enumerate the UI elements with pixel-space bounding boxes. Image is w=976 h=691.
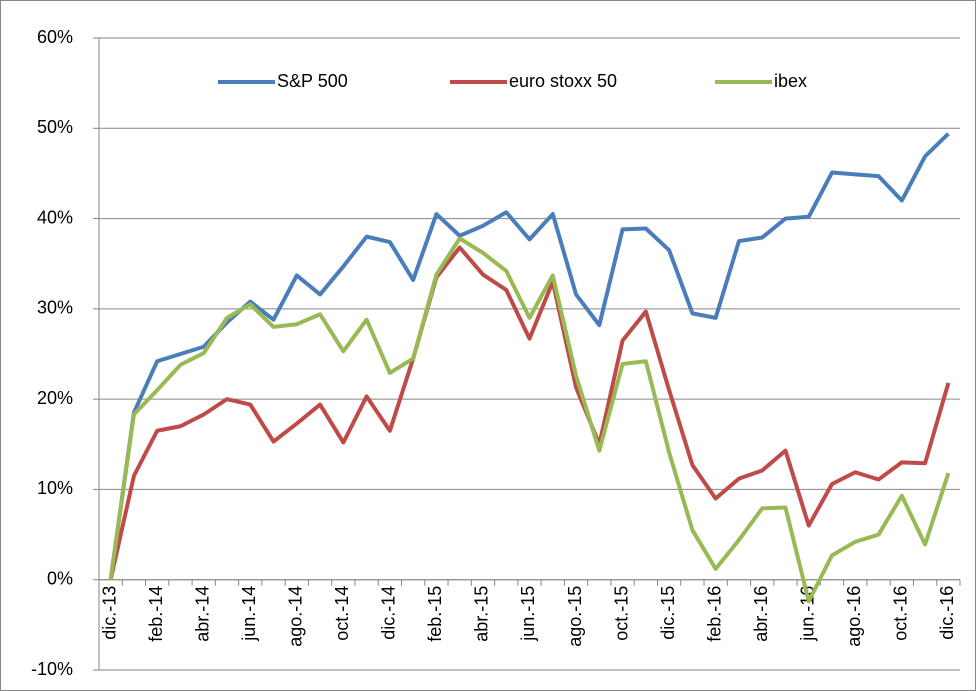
x-tick-label: ago.-14 [286,586,306,647]
x-tick-label: ago.-16 [844,586,864,647]
x-tick-label: dic.-15 [658,586,678,640]
y-tick-label: 50% [37,117,73,137]
y-tick-label: -10% [31,659,73,679]
x-tick-label: oct.-15 [611,586,631,641]
y-tick-label: 60% [37,27,73,47]
y-tick-label: 0% [47,568,73,588]
x-tick-label: jun.-15 [518,586,538,642]
series-line [108,245,951,581]
x-tick-label: feb.-14 [146,586,166,642]
legend-label: euro stoxx 50 [509,71,617,91]
x-tick-label: dic.-14 [379,586,399,640]
x-tick-label: jun.-14 [239,586,259,642]
x-tick-label: oct.-16 [891,586,911,641]
y-tick-label: 40% [37,207,73,227]
x-tick-label: dic.-16 [937,586,957,640]
legend-label: S&P 500 [277,71,348,91]
x-tick-label: dic.-13 [99,586,119,640]
x-tick-label: abr.-15 [472,586,492,642]
series-line [108,132,950,580]
series-line [108,236,951,604]
x-tick-label: jun.-16 [797,586,817,642]
x-tick-label: ago.-15 [565,586,585,647]
x-tick-label: feb.-16 [704,586,724,642]
legend-label: ibex [774,71,807,91]
x-tick-label: abr.-14 [192,586,212,642]
x-tick-label: oct.-14 [332,586,352,641]
y-tick-label: 10% [37,478,73,498]
y-tick-label: 20% [37,388,73,408]
x-tick-label: feb.-15 [425,586,445,642]
x-tick-label: abr.-16 [751,586,771,642]
y-tick-label: 30% [37,298,73,318]
